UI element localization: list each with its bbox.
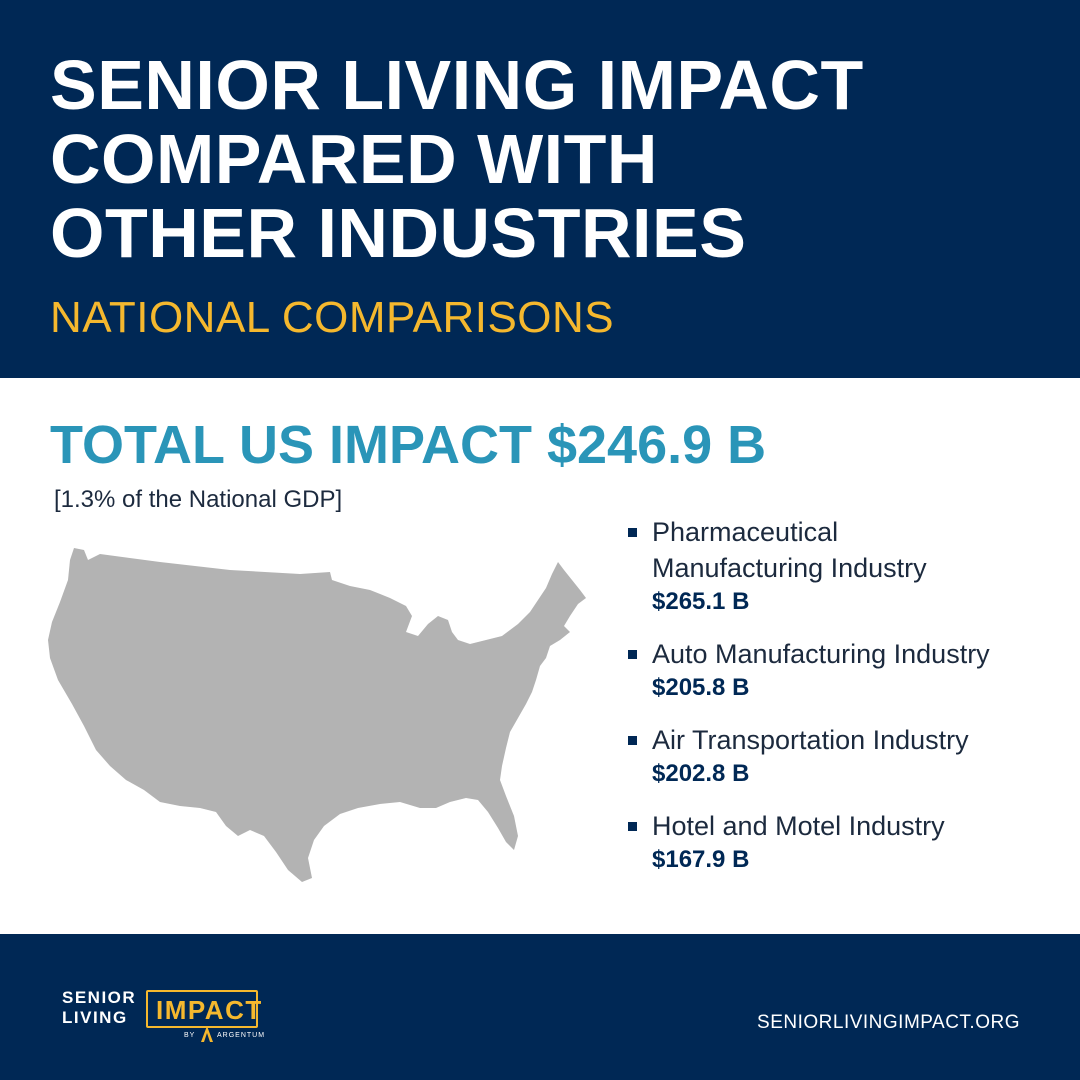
- square-bullet-icon: [628, 650, 637, 659]
- square-bullet-icon: [628, 528, 637, 537]
- comparison-item-air: Air Transportation Industry $202.8 B: [628, 722, 1058, 790]
- comparison-label: Pharmaceutical: [652, 517, 839, 547]
- logo-impact-box: IMPACT: [146, 990, 261, 1028]
- argentum-a-icon: [201, 1026, 213, 1042]
- title-line-1: SENIOR LIVING IMPACT: [50, 46, 864, 124]
- comparison-list: Pharmaceutical Manufacturing Industry $2…: [628, 514, 1058, 894]
- total-impact-heading: TOTAL US IMPACT $246.9 B: [50, 415, 767, 475]
- logo-word-living: LIVING: [62, 1008, 128, 1027]
- comparison-item-auto: Auto Manufacturing Industry $205.8 B: [628, 636, 1058, 704]
- comparison-item-hotel: Hotel and Motel Industry $167.9 B: [628, 808, 1058, 876]
- comparison-value: $265.1 B: [652, 588, 750, 615]
- comparison-label: Hotel and Motel Industry: [652, 811, 945, 841]
- website-url[interactable]: SENIORLIVINGIMPACT.ORG: [757, 1012, 1020, 1033]
- comparison-value: $205.8 B: [652, 674, 750, 701]
- square-bullet-icon: [628, 822, 637, 831]
- title-line-2: COMPARED WITH: [50, 120, 658, 198]
- logo-word-impact: IMPACT: [156, 995, 263, 1025]
- us-map-icon: [48, 548, 586, 882]
- comparison-label: Auto Manufacturing Industry: [652, 639, 990, 669]
- logo-word-senior: SENIOR: [62, 988, 137, 1007]
- comparison-item-pharmaceutical: Pharmaceutical Manufacturing Industry $2…: [628, 514, 1058, 618]
- square-bullet-icon: [628, 736, 637, 745]
- footer-banner: SENIOR LIVING IMPACT BY ARGENTUM SENIORL…: [0, 934, 1080, 1080]
- senior-living-impact-logo[interactable]: SENIOR LIVING IMPACT BY ARGENTUM: [62, 986, 272, 1046]
- gdp-note: [1.3% of the National GDP]: [54, 486, 343, 513]
- comparison-label: Manufacturing Industry: [652, 553, 927, 583]
- logo-by: BY: [184, 1032, 196, 1039]
- comparison-value: $167.9 B: [652, 846, 750, 873]
- logo-argentum: ARGENTUM: [217, 1032, 266, 1039]
- subtitle: NATIONAL COMPARISONS: [50, 293, 615, 342]
- comparison-label: Air Transportation Industry: [652, 725, 969, 755]
- title-line-3: OTHER INDUSTRIES: [50, 194, 747, 272]
- header-banner: SENIOR LIVING IMPACT COMPARED WITH OTHER…: [0, 0, 1080, 378]
- comparison-value: $202.8 B: [652, 760, 750, 787]
